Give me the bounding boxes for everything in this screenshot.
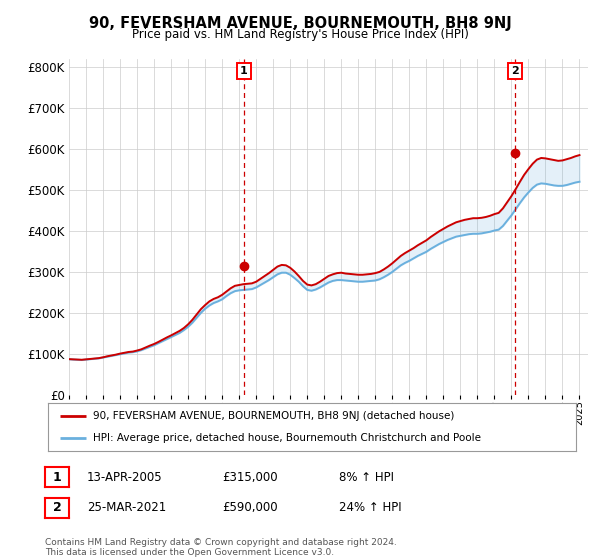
Text: 13-APR-2005: 13-APR-2005 bbox=[87, 470, 163, 484]
Text: 90, FEVERSHAM AVENUE, BOURNEMOUTH, BH8 9NJ (detached house): 90, FEVERSHAM AVENUE, BOURNEMOUTH, BH8 9… bbox=[93, 411, 454, 421]
Text: 90, FEVERSHAM AVENUE, BOURNEMOUTH, BH8 9NJ: 90, FEVERSHAM AVENUE, BOURNEMOUTH, BH8 9… bbox=[89, 16, 511, 31]
Text: 25-MAR-2021: 25-MAR-2021 bbox=[87, 501, 166, 515]
Text: Price paid vs. HM Land Registry's House Price Index (HPI): Price paid vs. HM Land Registry's House … bbox=[131, 28, 469, 41]
Text: £590,000: £590,000 bbox=[222, 501, 278, 515]
Text: HPI: Average price, detached house, Bournemouth Christchurch and Poole: HPI: Average price, detached house, Bour… bbox=[93, 433, 481, 443]
Text: 2: 2 bbox=[511, 66, 519, 76]
Text: 2: 2 bbox=[53, 501, 61, 515]
Text: 24% ↑ HPI: 24% ↑ HPI bbox=[339, 501, 401, 515]
Text: Contains HM Land Registry data © Crown copyright and database right 2024.
This d: Contains HM Land Registry data © Crown c… bbox=[45, 538, 397, 557]
Text: 8% ↑ HPI: 8% ↑ HPI bbox=[339, 470, 394, 484]
Text: £315,000: £315,000 bbox=[222, 470, 278, 484]
Text: 1: 1 bbox=[240, 66, 248, 76]
Text: 1: 1 bbox=[53, 470, 61, 484]
